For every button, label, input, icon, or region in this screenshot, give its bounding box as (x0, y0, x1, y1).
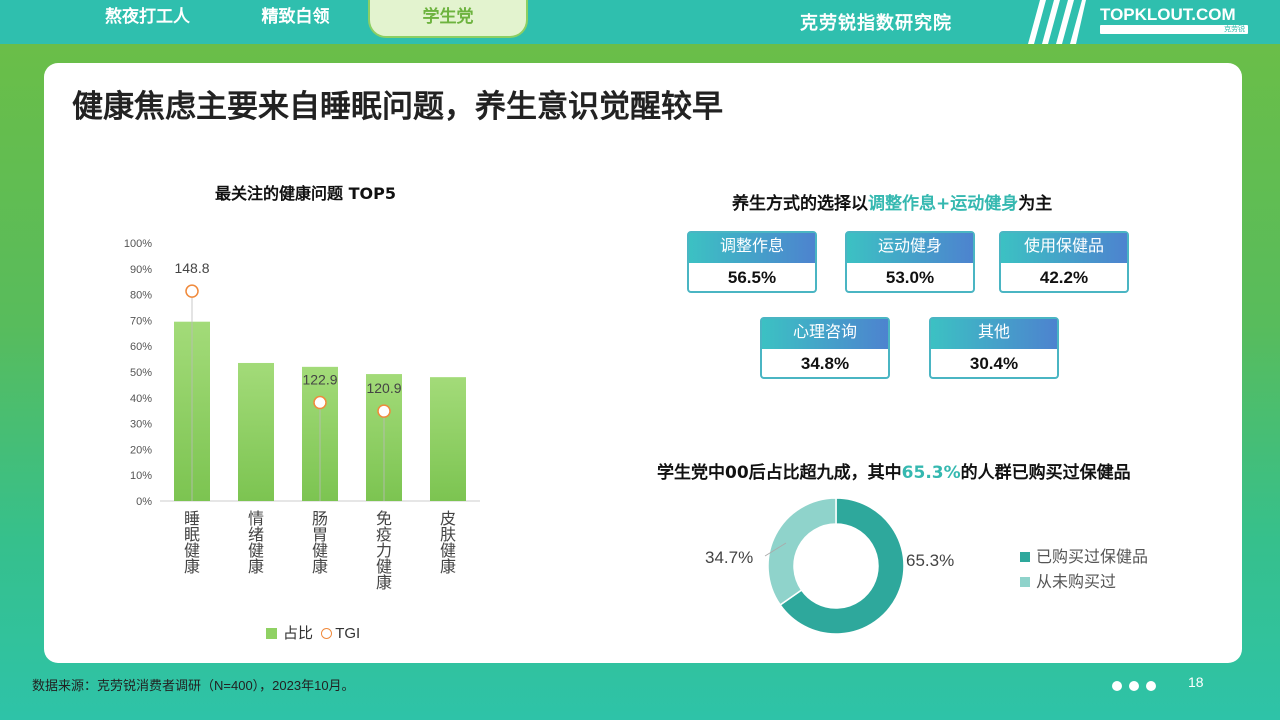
page-dots[interactable] (1112, 678, 1163, 696)
x-category-label: 免疫力健康 (375, 511, 392, 592)
top-bar: 熬夜打工人 精致白领 学生党 克劳锐指数研究院 TOPKLOUT.COM 克劳锐 (0, 0, 1280, 44)
dot-2[interactable] (1129, 681, 1139, 691)
legend-swatch-share (266, 627, 277, 639)
brand-subline: 克劳锐 (1100, 25, 1248, 34)
bar-legend: 占比 TGI (266, 622, 360, 643)
stripes-logo-icon (1028, 0, 1086, 44)
lifestyle-badge-exercise: 运动健身 53.0% (845, 231, 975, 293)
dot-3[interactable] (1146, 681, 1156, 691)
x-category-label: 睡眠健康 (183, 511, 200, 576)
dot-1[interactable] (1112, 681, 1122, 691)
x-category-label: 皮肤健康 (439, 511, 456, 576)
legend-swatch-purchased (1020, 551, 1030, 562)
institute-name: 克劳锐指数研究院 (800, 13, 952, 33)
x-category-label: 情绪健康 (247, 511, 264, 576)
x-category-label: 肠胃健康 (311, 511, 328, 576)
donut-legend-never: 从未购买过 (1020, 568, 1116, 592)
tab-overnight-workers[interactable]: 熬夜打工人 (105, 7, 190, 26)
content-card: 健康焦虑主要来自睡眠问题，养生意识觉醒较早 最关注的健康问题 TOP5 养生方式… (44, 63, 1242, 663)
lifestyle-badge-sleep: 调整作息 56.5% (687, 231, 817, 293)
lifestyle-badge-counseling: 心理咨询 34.8% (760, 317, 890, 379)
tab-white-collar[interactable]: 精致白领 (261, 7, 330, 26)
tab-students[interactable]: 学生党 (368, 0, 528, 38)
donut-chart-title: 学生党中00后占比超九成，其中65.3%的人群已购买过保健品 (657, 463, 1131, 483)
legend-swatch-tgi (321, 627, 333, 639)
lifestyle-title: 养生方式的选择以调整作息+运动健身为主 (732, 194, 1053, 214)
brand-logo: TOPKLOUT.COM (1100, 5, 1236, 24)
page-title: 健康焦虑主要来自睡眠问题，养生意识觉醒较早 (72, 89, 723, 125)
lifestyle-badge-supplements: 使用保健品 42.2% (999, 231, 1129, 293)
page-number: 18 (1188, 674, 1204, 690)
data-source-note: 数据来源：克劳锐消费者调研（N=400），2023年10月。 (32, 678, 355, 693)
lifestyle-badge-other: 其他 30.4% (929, 317, 1059, 379)
bar-chart-title: 最关注的健康问题 TOP5 (215, 184, 396, 203)
donut-legend-purchased: 已购买过保健品 (1020, 543, 1148, 567)
legend-swatch-never (1020, 576, 1030, 587)
